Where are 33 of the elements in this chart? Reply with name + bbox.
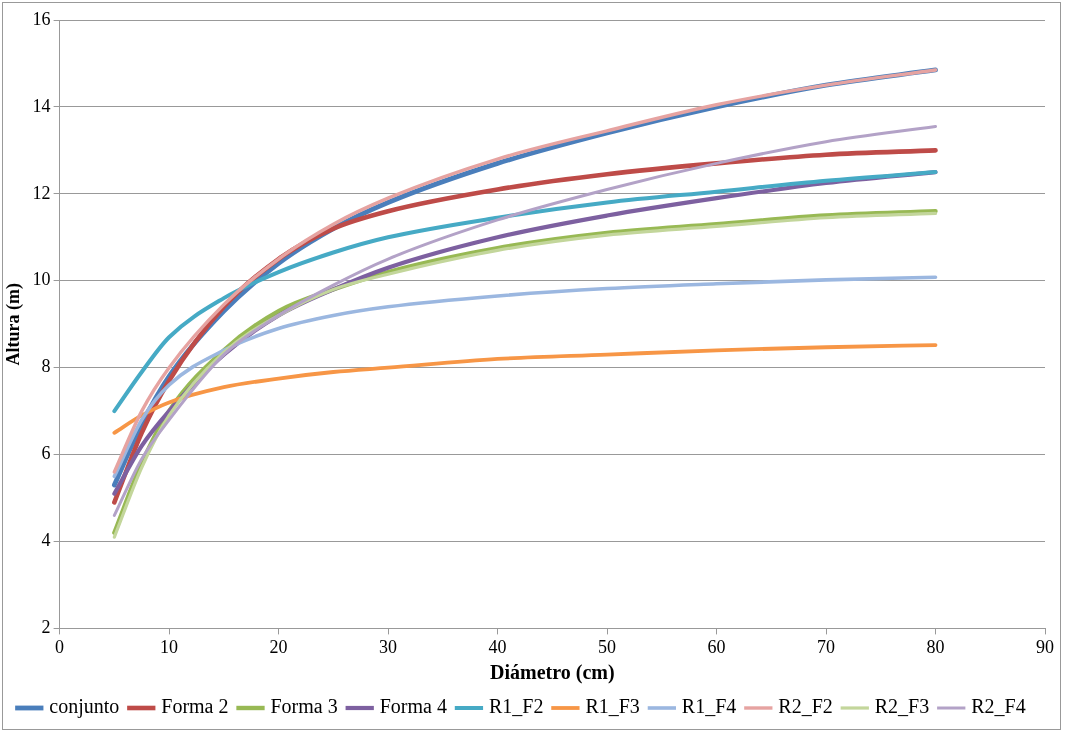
x-axis-title: Diámetro (cm) [490,661,615,685]
y-axis-title: Altura (m) [3,282,25,366]
y-tick-label: 10 [32,269,51,290]
y-tick-label: 6 [41,443,51,464]
y-tick-label: 2 [41,617,51,638]
x-tick-label: 70 [817,636,836,657]
x-tick-label: 40 [488,636,507,657]
legend-label: Forma 4 [379,695,447,718]
y-tick-label: 4 [41,530,51,551]
legend-label: conjunto [49,695,120,719]
line-series [112,170,938,414]
y-tick-label: 12 [32,182,51,203]
x-tick-label: 30 [379,636,398,657]
y-tick-label: 14 [32,95,51,116]
y-tick-label: 8 [41,356,51,377]
legend-label: R1_F4 [681,695,737,718]
legend-label: R2_F4 [971,695,1026,718]
legend-label: R1_F3 [585,695,640,718]
legend-label: Forma 3 [270,695,338,718]
x-tick-label: 50 [598,636,617,657]
legend-label: R2_F3 [874,695,930,718]
legend-label: R1_F2 [488,695,544,718]
line-series [112,343,938,435]
line-series [112,275,938,479]
x-tick-label: 60 [707,636,726,657]
x-tick-label: 80 [926,636,945,657]
x-tick-label: 90 [1036,636,1054,657]
x-tick-label: 10 [160,636,179,657]
x-tick-label: 20 [269,636,288,657]
x-tick-label: 0 [55,636,65,657]
legend-label: R2_F2 [778,695,833,718]
y-tick-label: 16 [32,8,51,29]
legend-label: Forma 2 [161,695,229,718]
